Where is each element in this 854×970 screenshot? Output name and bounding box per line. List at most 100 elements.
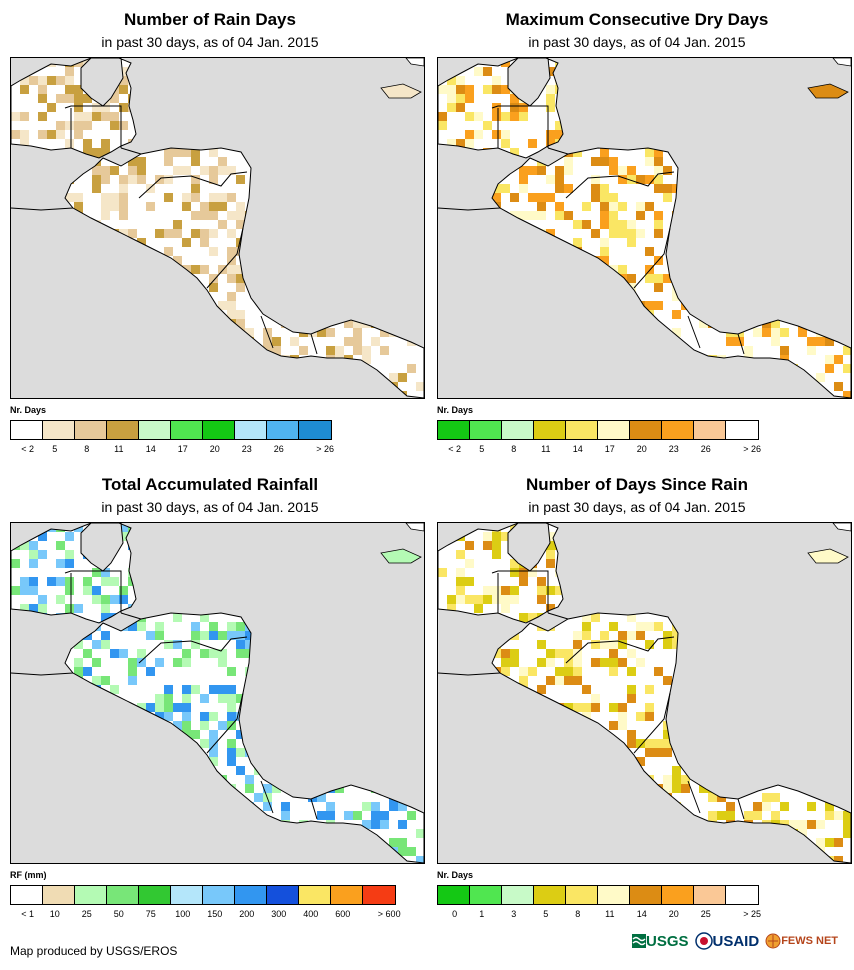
legend-tick-label: 8 — [511, 444, 517, 454]
grid-cell — [555, 667, 564, 676]
country-border — [565, 171, 675, 199]
grid-cell — [137, 175, 146, 184]
grid-cell — [65, 550, 74, 559]
grid-cell — [146, 202, 155, 211]
grid-cell — [510, 568, 519, 577]
grid-cell — [519, 175, 528, 184]
grid-cell — [582, 685, 591, 694]
grid-cell — [209, 274, 218, 283]
legend-tick-label: 5 — [52, 444, 58, 454]
legend-swatch — [43, 886, 75, 904]
grid-cell — [528, 211, 537, 220]
grid-cell — [447, 94, 456, 103]
grid-cell — [20, 76, 29, 85]
grid-cell — [218, 649, 227, 658]
grid-cell — [663, 184, 672, 193]
grid-cell — [182, 721, 191, 730]
grid-cell — [807, 820, 816, 829]
grid-cell — [137, 703, 146, 712]
legend-swatch — [267, 886, 299, 904]
grid-cell — [672, 775, 681, 784]
grid-cell — [825, 364, 834, 373]
grid-cell — [447, 76, 456, 85]
grid-cell — [380, 328, 389, 337]
grid-cell — [47, 76, 56, 85]
grid-cell — [645, 739, 654, 748]
grid-cell — [609, 193, 618, 202]
grid-cell — [236, 694, 245, 703]
legend-bar — [437, 885, 759, 905]
grid-cell — [654, 739, 663, 748]
grid-cell — [353, 346, 362, 355]
grid-cell — [546, 550, 555, 559]
grid-cell — [807, 337, 816, 346]
grid-cell — [416, 382, 424, 391]
grid-cell — [546, 541, 555, 550]
grid-cell — [825, 355, 834, 364]
grid-cell — [663, 748, 672, 757]
grid-cell — [492, 550, 501, 559]
grid-cell — [546, 85, 555, 94]
grid-cell — [582, 220, 591, 229]
legend-tick-label: > 26 — [316, 444, 335, 454]
legend-tick-label: > 26 — [743, 444, 762, 454]
grid-cell — [465, 139, 474, 148]
grid-cell — [200, 202, 209, 211]
grid-cell — [744, 811, 753, 820]
grid-cell — [501, 604, 510, 613]
grid-cell — [582, 631, 591, 640]
grid-cell — [191, 184, 200, 193]
grid-cell — [227, 292, 236, 301]
land-mass — [438, 58, 851, 398]
grid-cell — [191, 730, 200, 739]
grid-cell — [501, 130, 510, 139]
grid-cell — [492, 76, 501, 85]
grid-cell — [236, 175, 245, 184]
grid-cell — [609, 721, 618, 730]
grid-cell — [209, 211, 218, 220]
grid-cell — [173, 721, 182, 730]
grid-cell — [573, 220, 582, 229]
grid-cell — [591, 193, 600, 202]
legend-tick-label: 14 — [572, 444, 583, 454]
grid-cell — [218, 157, 227, 166]
legend-label: Nr. Days — [437, 870, 474, 880]
grid-cell — [155, 712, 164, 721]
grid-cell — [645, 175, 654, 184]
grid-cell — [119, 202, 128, 211]
grid-cell — [663, 730, 672, 739]
grid-cell — [528, 166, 537, 175]
grid-cell — [29, 586, 38, 595]
grid-cell — [771, 337, 780, 346]
grid-cell — [92, 568, 101, 577]
grid-cell — [182, 703, 191, 712]
grid-cell — [227, 274, 236, 283]
legend-swatch — [363, 886, 395, 904]
grid-cell — [29, 550, 38, 559]
legend-tick-label: 26 — [273, 444, 284, 454]
grid-cell — [546, 139, 555, 148]
grid-cell — [56, 595, 65, 604]
legend-swatch — [662, 421, 694, 439]
grid-cell — [20, 139, 29, 148]
grid-cell — [200, 265, 209, 274]
grid-cell — [218, 265, 227, 274]
grid-cell — [65, 85, 74, 94]
grid-cell — [317, 328, 326, 337]
legend-swatch — [438, 421, 470, 439]
grid-cell — [110, 595, 119, 604]
grid-cell — [101, 595, 110, 604]
grid-cell — [447, 85, 456, 94]
grid-cell — [65, 559, 74, 568]
grid-cell — [627, 166, 636, 175]
country-border — [11, 207, 74, 211]
grid-cell — [546, 658, 555, 667]
map-svg — [438, 58, 851, 398]
grid-cell — [128, 157, 137, 166]
grid-cell — [191, 229, 200, 238]
grid-cell — [492, 586, 501, 595]
grid-cell — [510, 586, 519, 595]
grid-cell — [173, 703, 182, 712]
grid-cell — [465, 595, 474, 604]
grid-cell — [119, 184, 128, 193]
